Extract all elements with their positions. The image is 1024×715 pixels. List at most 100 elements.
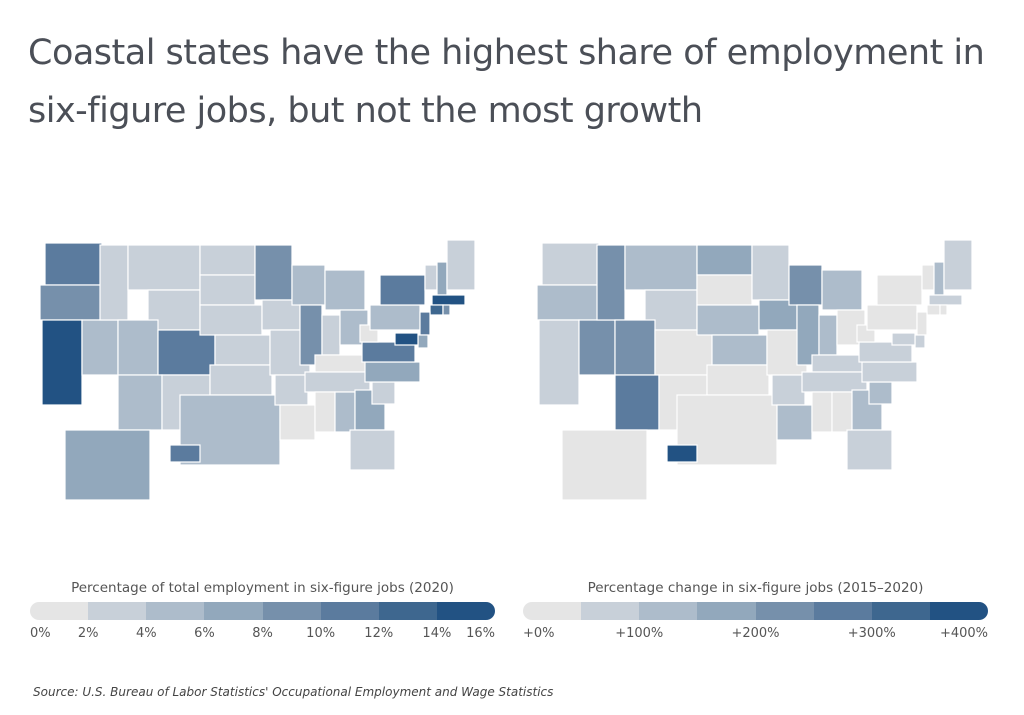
state-nc <box>861 361 918 383</box>
state-mn <box>254 244 293 301</box>
legend-share: Percentage of total employment in six-fi… <box>30 580 495 648</box>
legend-tick-label: 8% <box>252 626 273 641</box>
state-ca <box>538 319 580 406</box>
legend-swatch <box>146 602 205 620</box>
legend-ticks: +0% +100% +200% +300% +400% <box>523 626 988 648</box>
map-share-2020 <box>39 239 476 501</box>
legend-swatch <box>523 602 582 620</box>
state-mi <box>324 269 366 311</box>
legend-tick-label: 4% <box>135 626 157 641</box>
state-ne <box>199 304 263 336</box>
legend-swatch <box>871 602 930 620</box>
state-va <box>361 341 416 363</box>
legend-tick-label: 6% <box>194 626 215 641</box>
legend-tick-label: 2% <box>77 626 99 641</box>
state-ok <box>209 364 273 396</box>
legend-color-bar <box>523 602 988 620</box>
state-mt <box>624 244 698 291</box>
state-ut <box>117 319 159 376</box>
legend-title: Percentage of total employment in six-fi… <box>71 580 454 596</box>
state-mn <box>751 244 790 301</box>
state-nd <box>696 244 753 276</box>
legend-swatch <box>755 602 814 620</box>
legend-ticks: 0% 2% 4% 6% 8% 10% 12% 14% 16% <box>30 626 495 648</box>
legend-swatch <box>204 602 263 620</box>
state-md <box>891 332 916 346</box>
legend-swatch <box>30 602 89 620</box>
state-nv <box>578 319 616 376</box>
state-fl <box>846 429 893 471</box>
state-md <box>394 332 419 346</box>
state-al <box>831 391 853 433</box>
legend-swatch <box>697 602 756 620</box>
state-wi <box>291 264 326 306</box>
state-fl <box>349 429 396 471</box>
state-ok <box>706 364 770 396</box>
legend-swatch <box>320 602 379 620</box>
state-me <box>446 239 476 291</box>
state-ny <box>876 274 923 306</box>
state-az <box>614 374 660 431</box>
legend-swatch <box>88 602 147 620</box>
legend-swatch <box>929 602 988 620</box>
legend-tick-label: +0% <box>523 626 555 641</box>
state-ri <box>939 304 948 316</box>
state-tn <box>801 371 868 393</box>
chart-title: Coastal states have the highest share of… <box>28 33 985 131</box>
state-vt <box>921 264 935 291</box>
state-ak <box>64 429 151 501</box>
state-mi <box>821 269 863 311</box>
map-growth-2015-2020 <box>536 239 973 501</box>
legend-tick-label: 14% <box>422 626 452 641</box>
legend-growth: Percentage change in six-figure jobs (20… <box>523 580 988 648</box>
state-ne <box>696 304 760 336</box>
legend-title: Percentage change in six-figure jobs (20… <box>587 580 924 596</box>
legend-color-bar <box>30 602 495 620</box>
state-sd <box>696 274 753 306</box>
state-in <box>818 314 838 356</box>
state-ks <box>711 334 768 366</box>
state-hi <box>169 444 201 463</box>
state-ct <box>926 304 941 316</box>
legend-tick-label: 12% <box>364 626 394 641</box>
state-hi <box>666 444 698 463</box>
state-nj <box>916 311 928 336</box>
state-ms <box>811 391 833 433</box>
state-sd <box>199 274 256 306</box>
state-ak <box>561 429 648 501</box>
state-va <box>858 341 913 363</box>
state-id <box>596 244 626 321</box>
state-wi <box>788 264 823 306</box>
state-sc <box>868 381 893 405</box>
state-wa <box>541 242 600 286</box>
state-az <box>117 374 163 431</box>
state-nd <box>199 244 256 276</box>
state-ri <box>442 304 451 316</box>
state-de <box>914 334 926 349</box>
legend-swatch <box>639 602 698 620</box>
state-la <box>776 404 813 441</box>
state-ut <box>614 319 656 376</box>
state-nh <box>933 261 945 296</box>
source-note: Source: U.S. Bureau of Labor Statistics'… <box>33 685 554 699</box>
legend-tick-label: 16% <box>466 626 495 641</box>
legend-tick-label: +200% <box>731 626 780 641</box>
legend-swatch <box>262 602 321 620</box>
state-or <box>536 284 600 321</box>
legend-tick-label: +300% <box>847 626 896 641</box>
state-ma <box>928 294 963 306</box>
legend-tick-label: +400% <box>939 626 988 641</box>
state-co <box>654 329 713 376</box>
legend-swatch <box>813 602 872 620</box>
state-ar <box>771 374 806 406</box>
legend-swatch <box>378 602 437 620</box>
legend-tick-label: 10% <box>306 626 336 641</box>
state-mt <box>127 244 201 291</box>
legend-swatch <box>581 602 640 620</box>
legend-tick-label: +100% <box>615 626 664 641</box>
state-pa <box>866 304 918 331</box>
legend-tick-label: 0% <box>30 626 51 641</box>
state-id <box>99 244 129 321</box>
state-me <box>943 239 973 291</box>
legend-swatch <box>436 602 495 620</box>
